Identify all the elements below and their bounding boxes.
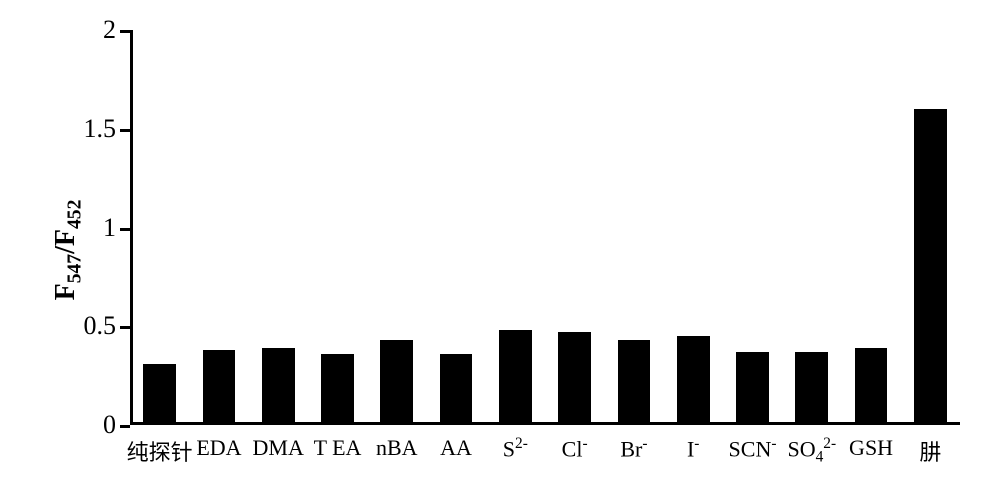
x-tick-label: I- <box>687 435 699 462</box>
x-tick-label: EDA <box>196 435 241 461</box>
x-tick-label: nBA <box>376 435 418 461</box>
x-tick-label: DMA <box>253 435 304 461</box>
bar <box>203 350 236 425</box>
x-tick-label: Br- <box>620 435 647 462</box>
bar <box>321 354 354 425</box>
bar <box>143 364 176 425</box>
y-tick <box>120 129 130 132</box>
y-tick <box>120 326 130 329</box>
y-tick <box>120 228 130 231</box>
x-tick-label: Cl- <box>562 435 588 462</box>
y-tick <box>120 30 130 33</box>
x-tick-label: SO42- <box>787 435 836 467</box>
y-tick-label: 0 <box>103 410 116 440</box>
y-axis-label: F547/F452 <box>50 200 87 301</box>
bar <box>795 352 828 425</box>
bar <box>440 354 473 425</box>
plot-area: 00.511.52纯探针EDADMAT EAnBAAAS2-Cl-Br-I-SC… <box>130 30 960 425</box>
bar <box>499 330 532 425</box>
x-tick-label: SCN- <box>729 435 777 462</box>
bar <box>914 109 947 425</box>
bar <box>380 340 413 425</box>
x-tick-label: GSH <box>849 435 893 461</box>
y-tick-label: 1.5 <box>84 114 117 144</box>
bars-layer <box>130 30 960 425</box>
bar <box>618 340 651 425</box>
x-tick-label: T EA <box>314 435 362 461</box>
bar <box>736 352 769 425</box>
bar-chart: F547/F452 00.511.52纯探针EDADMAT EAnBAAAS2-… <box>0 0 1000 500</box>
x-tick-label: 纯探针 <box>127 435 193 467</box>
bar <box>558 332 591 425</box>
y-tick-label: 1 <box>103 213 116 243</box>
bar <box>262 348 295 425</box>
x-tick-label: 肼 <box>919 435 941 467</box>
x-tick-label: S2- <box>503 435 528 462</box>
bar <box>677 336 710 425</box>
y-tick <box>120 425 130 428</box>
x-tick-label: AA <box>440 435 472 461</box>
y-tick-label: 2 <box>103 15 116 45</box>
bar <box>855 348 888 425</box>
y-tick-label: 0.5 <box>84 311 117 341</box>
